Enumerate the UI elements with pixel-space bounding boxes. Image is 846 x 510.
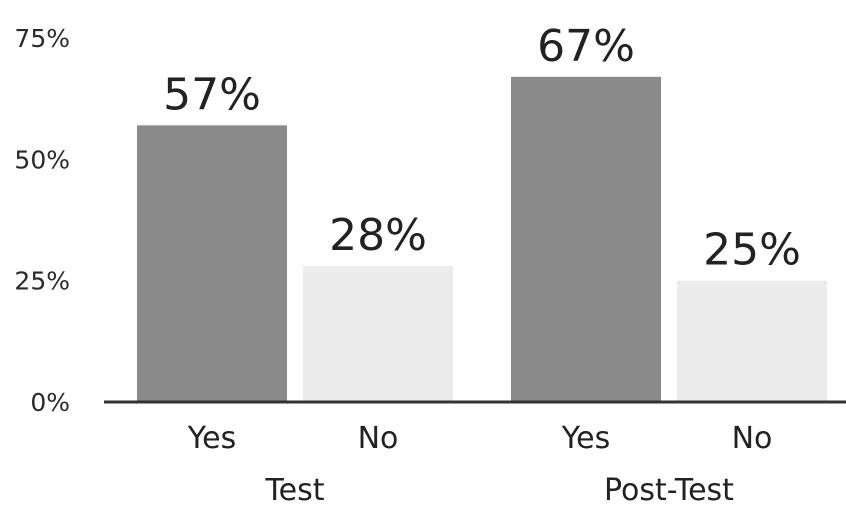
bar-value-label: 57%	[163, 69, 261, 120]
bar-value-label: 67%	[537, 21, 635, 72]
category-labels: Yes No Yes No	[187, 421, 773, 456]
y-tick-label: 0%	[30, 388, 70, 417]
bar-value-label: 25%	[703, 225, 801, 276]
y-axis-ticks: 0% 25% 50% 75%	[14, 24, 70, 417]
x-group-label: Post-Test	[604, 473, 734, 508]
x-category-label: Yes	[187, 421, 236, 456]
x-category-label: No	[732, 421, 773, 456]
bar-post-test-no	[677, 281, 827, 402]
bar-test-no	[303, 266, 453, 402]
y-tick-label: 50%	[14, 145, 70, 174]
bar-post-test-yes	[511, 77, 661, 402]
x-category-label: No	[358, 421, 399, 456]
bar-test-yes	[137, 125, 287, 402]
x-group-label: Test	[264, 473, 324, 508]
y-tick-label: 75%	[14, 24, 70, 53]
y-tick-label: 25%	[14, 267, 70, 296]
bar-value-label: 28%	[329, 210, 427, 261]
x-category-label: Yes	[561, 421, 610, 456]
group-labels: Test Post-Test	[264, 473, 734, 508]
